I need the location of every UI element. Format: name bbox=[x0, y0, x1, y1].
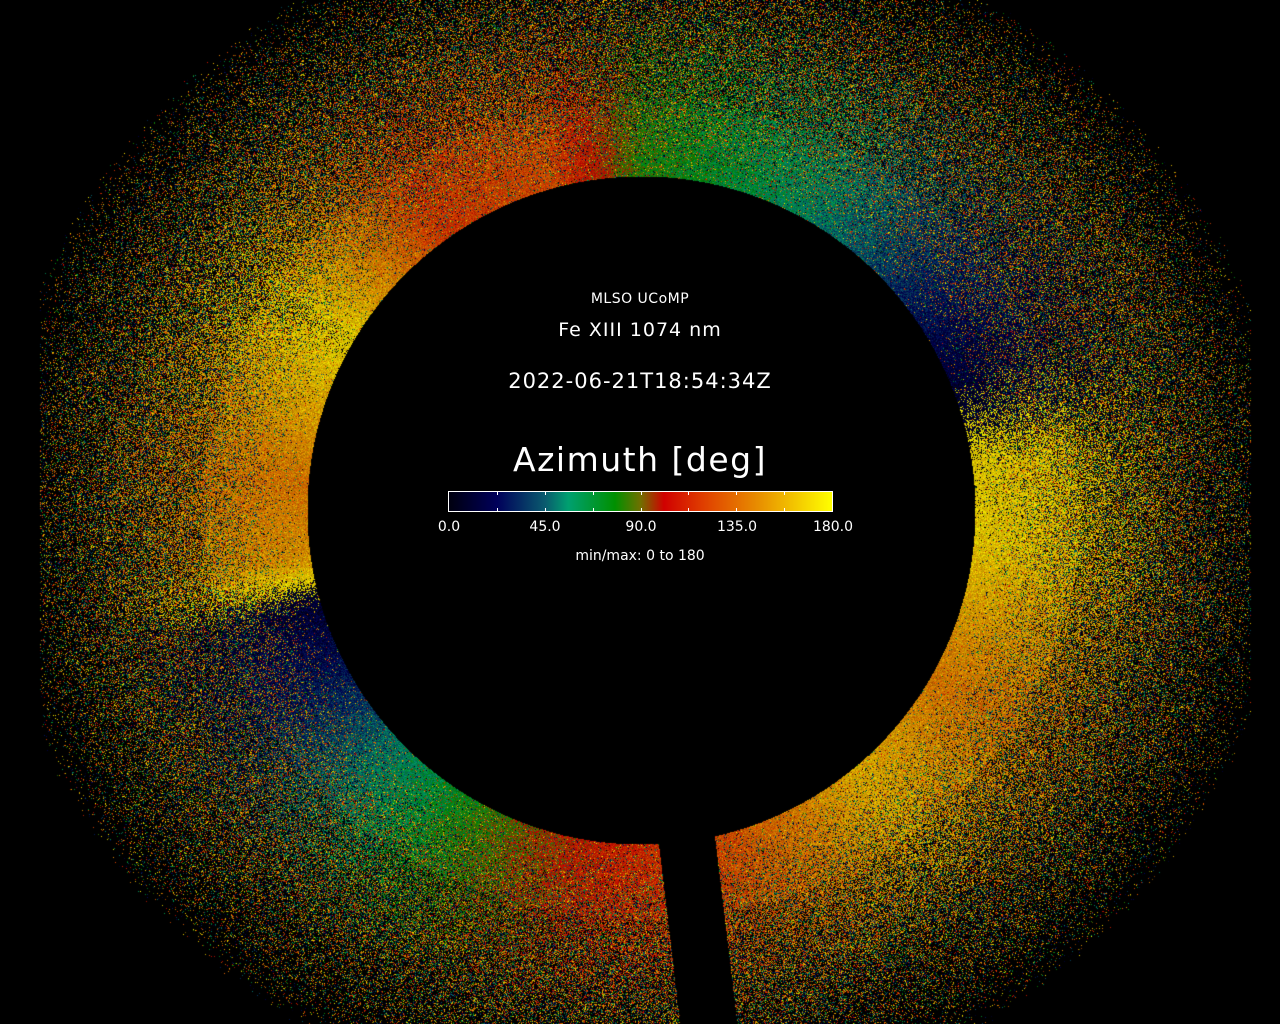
colorbar-tick bbox=[688, 508, 690, 511]
colorbar bbox=[448, 491, 833, 512]
colorbar-tick-label: 0.0 bbox=[437, 519, 461, 535]
colorbar-tick bbox=[496, 508, 498, 511]
colorbar-tick bbox=[544, 492, 546, 495]
colorbar-tick bbox=[544, 508, 546, 511]
colorbar-tick bbox=[592, 508, 594, 511]
colorbar-tick bbox=[784, 508, 786, 511]
colorbar-tick bbox=[688, 492, 690, 495]
colorbar-tick bbox=[736, 492, 738, 495]
colorbar-tick bbox=[784, 492, 786, 495]
colorbar-title: Azimuth [deg] bbox=[513, 440, 767, 479]
colorbar-tick bbox=[496, 492, 498, 495]
timestamp-label: 2022-06-21T18:54:34Z bbox=[508, 369, 772, 393]
colorbar-tick-label: 90.0 bbox=[625, 519, 657, 535]
observatory-label: MLSO UCoMP bbox=[590, 291, 690, 307]
colorbar-tick-label: 45.0 bbox=[529, 519, 561, 535]
colorbar-tick bbox=[640, 492, 642, 495]
minmax-label: min/max: 0 to 180 bbox=[575, 548, 705, 564]
colorbar-tick bbox=[592, 492, 594, 495]
colorbar-tick bbox=[736, 508, 738, 511]
colorbar-tick-label: 180.0 bbox=[812, 519, 854, 535]
spectral-line-label: Fe XIII 1074 nm bbox=[558, 319, 722, 341]
colorbar-tick-label: 135.0 bbox=[716, 519, 758, 535]
colorbar-tick bbox=[640, 508, 642, 511]
